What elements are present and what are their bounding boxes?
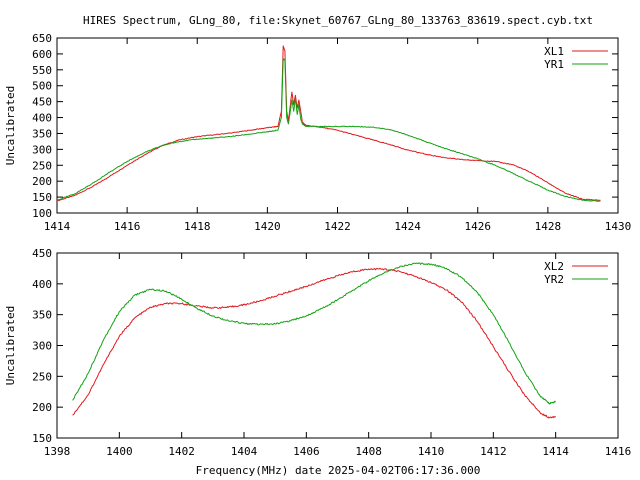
plot-frame	[56, 252, 619, 439]
series-line-yr1	[56, 58, 601, 202]
x-tick-label: 1404	[231, 445, 258, 458]
x-tick-label: 1424	[394, 220, 421, 233]
y-axis-label: Uncalibrated	[4, 306, 17, 385]
chart-panel-2: 1398 1400 1402 1404 1406 1408 1410 1412 1414 1416…	[4, 247, 631, 458]
x-tick-label: 1402	[168, 445, 195, 458]
y-tick-label: 250	[32, 370, 52, 383]
y-tick-label: 450	[32, 96, 52, 109]
series-line-yr2	[72, 262, 556, 405]
y-tick-label: 400	[32, 278, 52, 291]
x-tick-label: 1412	[480, 445, 507, 458]
x-tick-label: 1416	[114, 220, 141, 233]
y-tick-label: 150	[32, 191, 52, 204]
x-tick-label: 1414	[542, 445, 569, 458]
y-tick-label: 150	[32, 432, 52, 445]
y-tick-label: 350	[32, 309, 52, 322]
series-line-xl2	[72, 267, 556, 419]
y-tick-label: 550	[32, 64, 52, 77]
legend-label: XL1	[544, 45, 564, 58]
x-tick-label: 1414	[44, 220, 71, 233]
y-axis-label: Uncalibrated	[4, 86, 17, 165]
x-tick-label: 1398	[44, 445, 71, 458]
y-tick-label: 300	[32, 143, 52, 156]
x-tick-label: 1428	[535, 220, 562, 233]
x-tick-label: 1408	[355, 445, 382, 458]
chart-panel-1: 1414 1416 1418 1420 1422 1424 1426 1428 1430 100 1…	[4, 32, 631, 233]
y-tick-label: 250	[32, 159, 52, 172]
x-tick-label: 1426	[465, 220, 492, 233]
y-tick-label: 200	[32, 175, 52, 188]
y-tick-label: 450	[32, 247, 52, 260]
x-tick-label: 1416	[605, 445, 632, 458]
x-tick-label: 1418	[184, 220, 211, 233]
x-tick-label: 1400	[106, 445, 133, 458]
y-tick-label: 300	[32, 340, 52, 353]
x-tick-label: 1430	[605, 220, 632, 233]
x-tick-label: 1410	[418, 445, 445, 458]
y-tick-label: 500	[32, 80, 52, 93]
y-tick-label: 200	[32, 401, 52, 414]
x-tick-label: 1422	[324, 220, 351, 233]
x-tick-label: 1420	[254, 220, 281, 233]
plot-frame	[56, 37, 619, 214]
legend-label: YR1	[544, 58, 564, 71]
y-tick-label: 600	[32, 48, 52, 61]
y-tick-label: 400	[32, 112, 52, 125]
y-tick-label: 100	[32, 207, 52, 220]
x-tick-label: 1406	[293, 445, 320, 458]
x-axis-footer: Frequency(MHz) date 2025-04-02T06:17:36.…	[196, 464, 481, 477]
y-tick-label: 650	[32, 32, 52, 45]
y-tick-label: 350	[32, 127, 52, 140]
series-line-xl1	[56, 45, 601, 202]
figure-title: HIRES Spectrum, GLng_80, file:Skynet_607…	[83, 14, 593, 27]
legend-label: YR2	[544, 273, 564, 286]
legend-label: XL2	[544, 260, 564, 273]
